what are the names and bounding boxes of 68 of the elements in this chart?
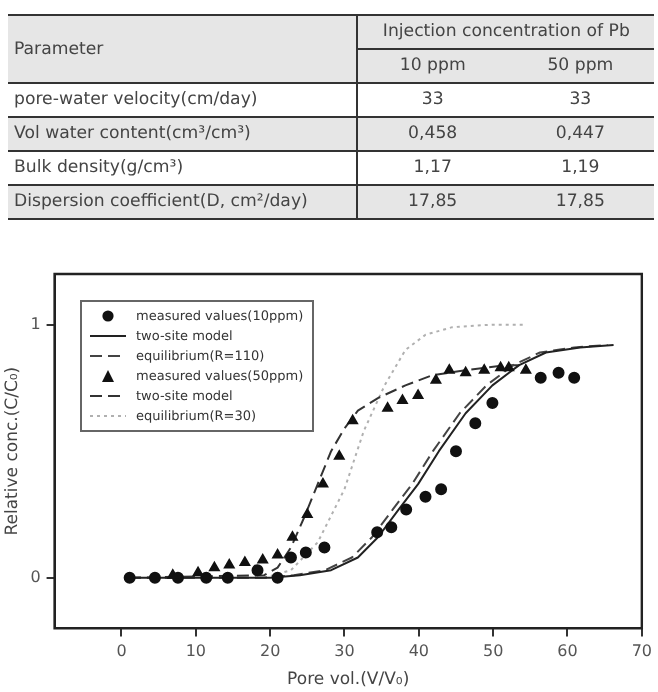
x-tick-label: 70 — [631, 642, 653, 661]
point — [385, 521, 398, 534]
text: 0,458 — [357, 117, 507, 151]
x-tick-label: 60 — [557, 642, 578, 661]
point — [299, 546, 312, 559]
point — [382, 402, 393, 412]
point — [520, 364, 532, 374]
point — [486, 397, 499, 410]
point — [239, 556, 251, 567]
x-tick-label: 30 — [334, 642, 355, 661]
x-tick-label: 20 — [259, 642, 281, 661]
point — [435, 483, 448, 496]
point — [223, 559, 235, 569]
point — [251, 564, 264, 577]
text: 1,19 — [559, 156, 602, 182]
text: 17,85 — [506, 185, 654, 219]
point — [209, 561, 220, 572]
point — [148, 571, 161, 584]
y-tick-label: 1 — [30, 314, 41, 333]
x-tick-label: 40 — [408, 642, 430, 661]
text: 50 ppm — [506, 49, 654, 83]
point — [371, 526, 384, 539]
point — [552, 366, 565, 379]
x-tick-label: 0 — [116, 642, 127, 661]
text: Vol water content(cm³/cm³) — [8, 117, 358, 151]
text: Dispersion coefficient(D, cm²/day) — [8, 185, 358, 219]
point — [287, 531, 298, 541]
point — [301, 508, 313, 518]
text: 0,447 — [506, 117, 654, 151]
point — [400, 503, 413, 516]
y-axis-title: Relative conc.(C/C₀) — [2, 366, 23, 536]
point — [221, 571, 234, 584]
point — [534, 371, 547, 384]
point — [317, 478, 329, 488]
point — [284, 551, 297, 564]
point — [397, 394, 408, 405]
point — [443, 364, 455, 374]
text: Bulk density(g/cm³) — [12, 156, 186, 182]
point — [257, 554, 269, 564]
text: 17,85 — [357, 185, 507, 219]
x-tick-label: 50 — [482, 642, 504, 661]
point — [449, 445, 462, 458]
point — [495, 361, 506, 372]
text: Parameter — [8, 15, 358, 83]
text: pore-water velocity(cm/day) — [12, 88, 260, 114]
point — [478, 364, 490, 374]
point — [271, 571, 284, 584]
point — [419, 490, 432, 503]
point — [568, 371, 581, 384]
text: 33 — [357, 83, 507, 117]
point — [430, 374, 442, 384]
point — [503, 361, 515, 372]
point — [469, 417, 482, 430]
text: 33 — [567, 88, 594, 114]
text: Injection concentration of Pb — [357, 15, 654, 49]
text: 10 ppm — [357, 49, 507, 83]
point — [333, 450, 345, 460]
point — [460, 366, 471, 377]
x-axis-title: Pore vol.(V/V₀) — [287, 670, 410, 691]
point — [272, 548, 283, 559]
point — [192, 566, 204, 577]
point — [347, 414, 358, 425]
point — [123, 571, 136, 584]
x-tick-label: 10 — [185, 642, 206, 661]
text: 1,17 — [357, 151, 507, 185]
point — [200, 571, 213, 584]
point — [318, 541, 331, 554]
point — [412, 389, 424, 400]
